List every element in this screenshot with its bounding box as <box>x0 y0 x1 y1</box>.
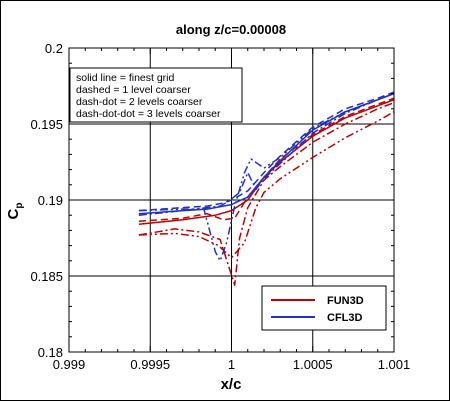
y-tick-label: 0.18 <box>38 345 63 360</box>
series-cfl3d-dashdotdot <box>138 92 394 262</box>
y-axis-title-sub: p <box>14 203 25 209</box>
note-line-4: dash-dot-dot = 3 levels coarser <box>76 108 221 120</box>
legend-box <box>261 285 387 331</box>
note-line-3: dash-dot = 2 levels coarser <box>76 96 203 108</box>
axis-ticks <box>68 47 395 353</box>
y-tick-label: 0.195 <box>30 117 63 132</box>
note-line-2: dashed = 1 level coarser <box>76 84 191 96</box>
y-tick-label: 0.2 <box>45 41 63 56</box>
legend-label-cfl3d: CFL3D <box>327 312 363 324</box>
svg-text:Cp: Cp <box>5 203 25 220</box>
x-tick-label: 0.999 <box>53 357 86 372</box>
x-tick-label: 1.001 <box>378 357 411 372</box>
y-tick-label: 0.185 <box>30 269 63 284</box>
note-box-border <box>69 67 243 123</box>
y-axis-title: Cp <box>5 203 25 220</box>
series-fun3d-dashdot <box>138 101 394 286</box>
x-tick-label: 1 <box>228 357 235 372</box>
y-axis-title-main: C <box>5 208 22 219</box>
series-fun3d-dashdotdot <box>138 111 394 259</box>
note-line-1: solid line = finest grid <box>76 72 175 84</box>
line-style-note: solid line = finest grid dashed = 1 leve… <box>69 67 243 123</box>
x-axis-title: x/c <box>221 376 242 393</box>
y-tick-label: 0.19 <box>38 193 63 208</box>
series-cfl3d-dashdot <box>138 92 394 216</box>
legend-label-fun3d: FUN3D <box>327 295 364 307</box>
tick-labels: 0.999 0.9995 1 1.0005 1.001 0.18 0.185 0.19 0.19… <box>30 41 410 372</box>
legend: FUN3D CFL3D <box>261 285 387 331</box>
chart-title: along z/c=0.00008 <box>176 22 286 37</box>
x-tick-label: 0.9995 <box>130 357 170 372</box>
x-tick-label: 1.0005 <box>293 357 333 372</box>
series-cfl3d-dashed <box>138 91 394 212</box>
series-lines <box>138 91 394 286</box>
